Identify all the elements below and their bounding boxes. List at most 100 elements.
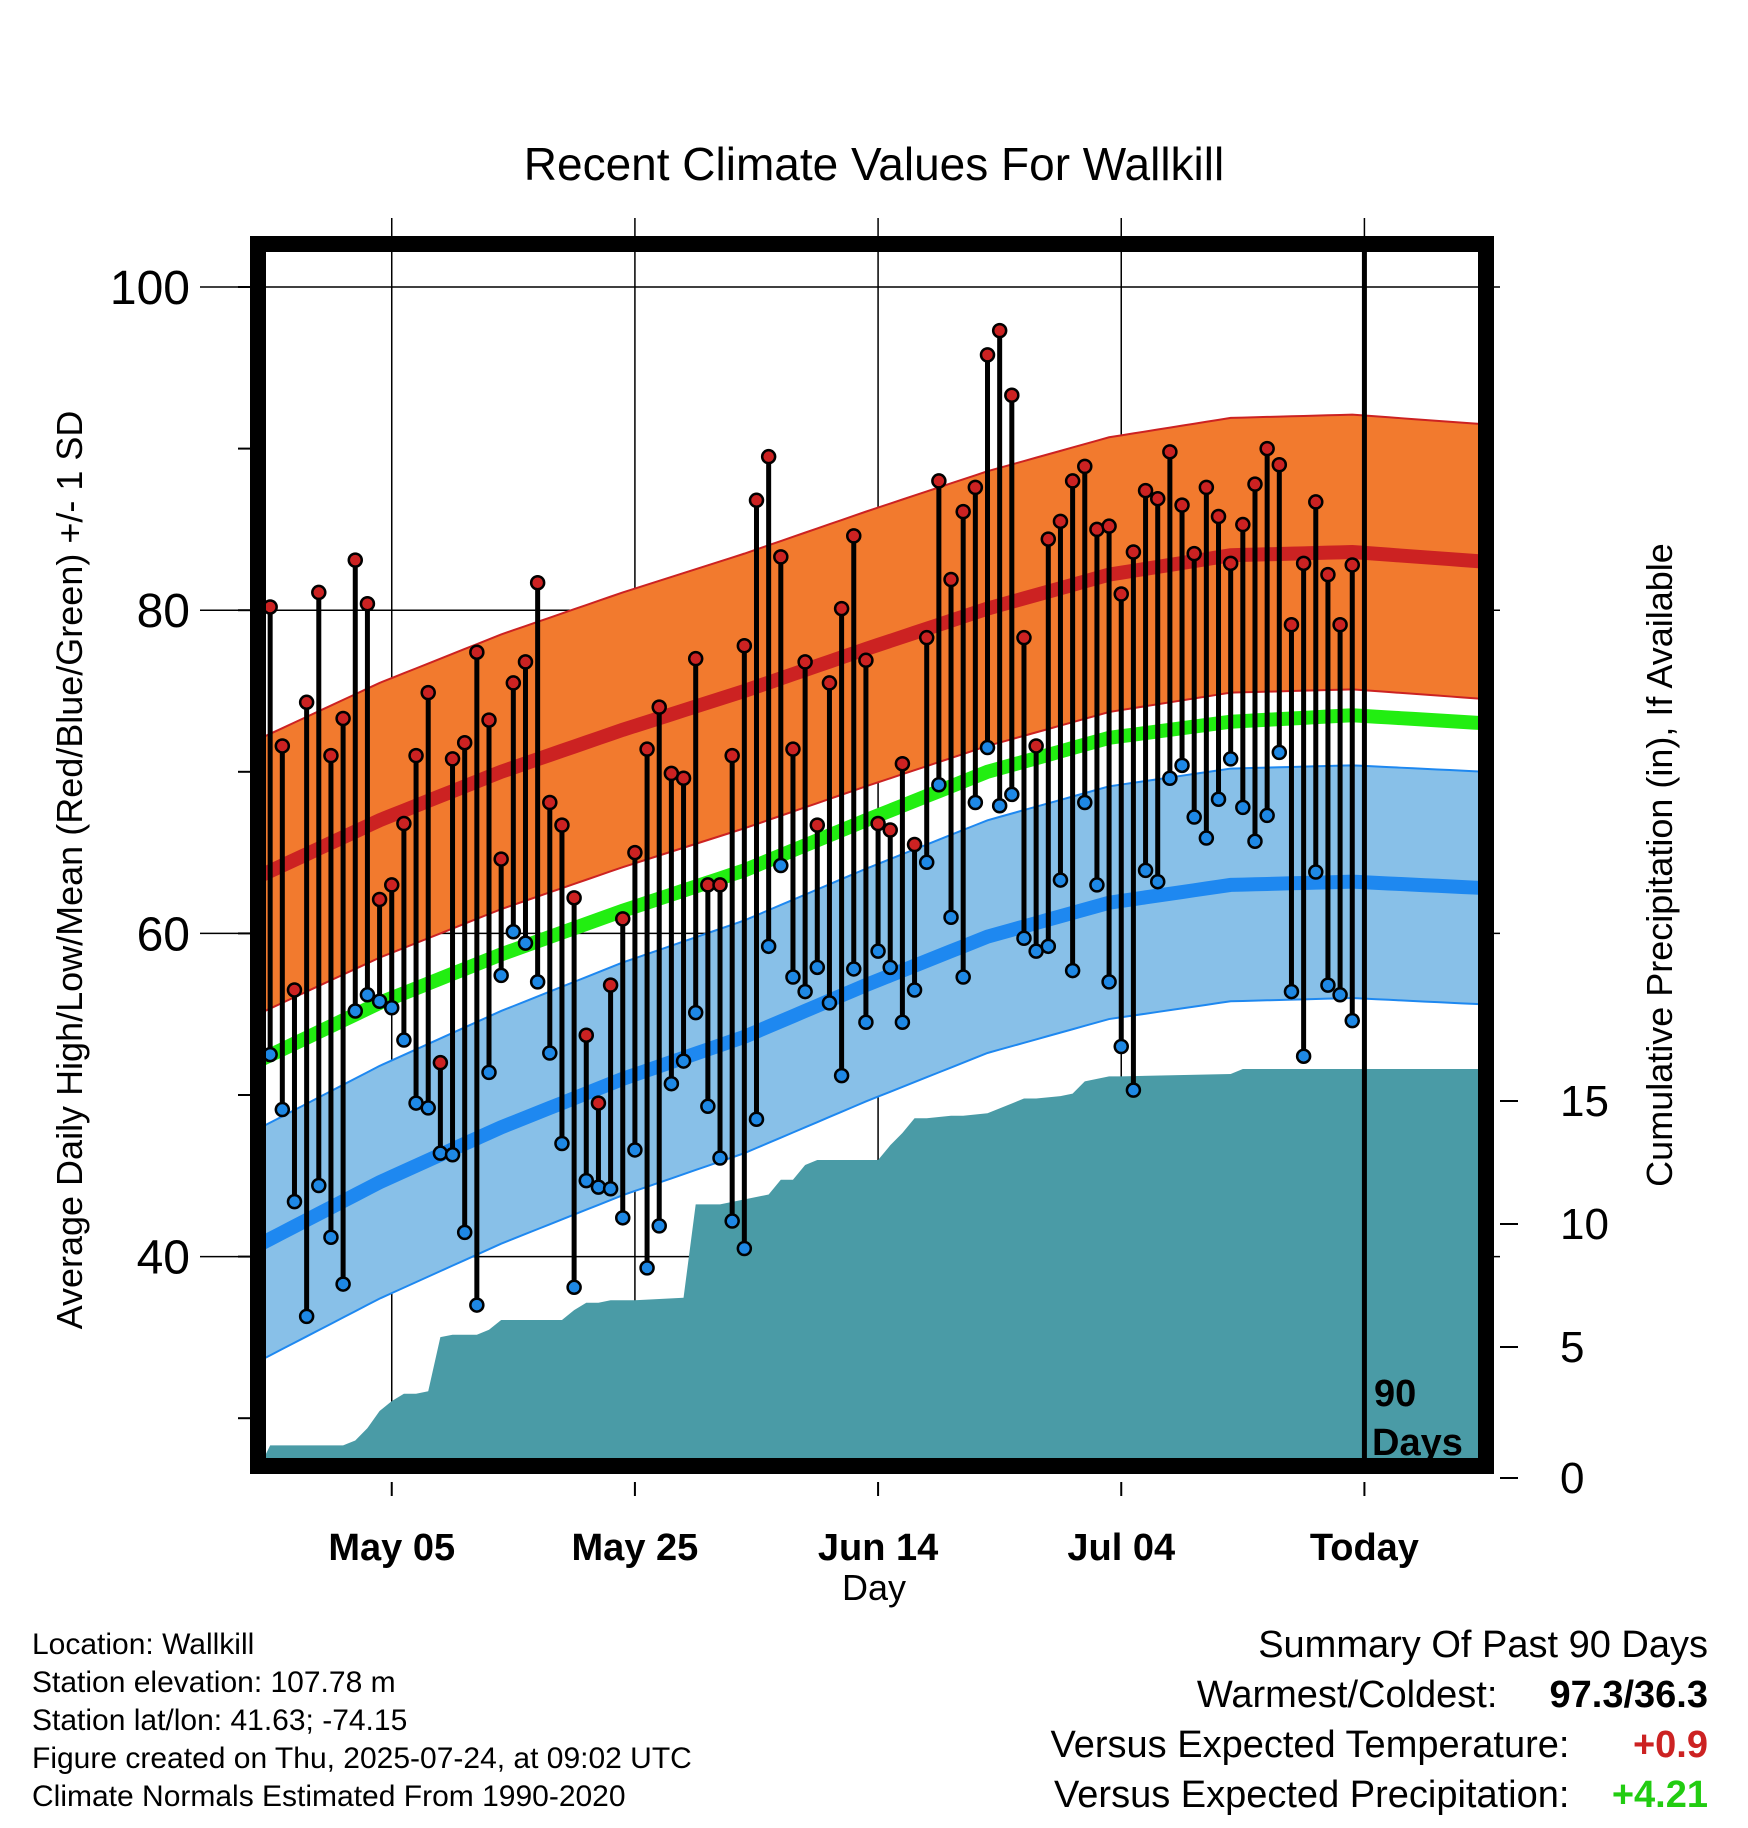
high-point [870, 815, 886, 832]
y-tick-label: 60 [137, 908, 190, 961]
low-point [979, 739, 996, 756]
high-point [748, 492, 765, 509]
low-point [748, 1111, 765, 1127]
high-point [396, 815, 412, 832]
high-point [542, 794, 558, 811]
precipitation-area [258, 1069, 1486, 1470]
low-point [517, 935, 534, 951]
low-point [542, 1045, 558, 1061]
high-point [1137, 482, 1154, 499]
low-point [700, 1098, 716, 1115]
low-point [1259, 807, 1275, 824]
low-point [1295, 1048, 1312, 1064]
low-point [1064, 962, 1081, 979]
high-point [505, 675, 522, 691]
low-point [286, 1193, 303, 1210]
chart: Recent Climate Values For Wallkill 10080… [49, 138, 1680, 1608]
low-point [1186, 809, 1202, 825]
low-point [1271, 744, 1288, 761]
low-point [456, 1224, 473, 1241]
high-point [1016, 629, 1032, 646]
y2-tick-label: 15 [1560, 1077, 1609, 1126]
low-point [833, 1067, 850, 1084]
low-point [615, 1210, 631, 1226]
high-point [639, 741, 655, 757]
left-axis-ticks: 100 80 60 40 [110, 262, 250, 1420]
high-point [1040, 531, 1057, 547]
high-point [1222, 555, 1239, 572]
temp-value: +0.9 [1632, 1724, 1708, 1766]
y2-tick-label: 10 [1560, 1200, 1609, 1249]
low-point [323, 1229, 339, 1245]
high-point [529, 574, 546, 591]
x-tick-label: Jun 14 [818, 1527, 938, 1569]
low-point [359, 987, 376, 1003]
high-point [566, 890, 582, 906]
low-point [1052, 872, 1069, 888]
high-point [298, 694, 315, 711]
high-point [274, 738, 291, 754]
high-point [1332, 616, 1348, 633]
station-info: Location: Wallkill Station elevation: 10… [32, 1626, 692, 1816]
low-point [311, 1177, 327, 1194]
high-point [408, 747, 424, 764]
high-point [1295, 555, 1312, 572]
low-point [347, 1003, 364, 1019]
low-point [1040, 938, 1057, 955]
high-point [311, 584, 327, 601]
high-point [1101, 518, 1117, 534]
high-point [687, 650, 704, 667]
x-axis-label: Day [842, 1567, 906, 1608]
high-point [286, 982, 303, 998]
low-point [894, 1014, 911, 1031]
low-point [1344, 1012, 1361, 1029]
low-point [858, 1014, 874, 1031]
high-point [955, 503, 971, 520]
low-point [955, 969, 971, 985]
high-point [991, 322, 1008, 339]
high-point [1162, 444, 1178, 460]
high-point [1198, 479, 1215, 496]
low-point [383, 999, 400, 1016]
low-point [335, 1276, 351, 1292]
low-point [639, 1260, 655, 1276]
high-point [1113, 586, 1129, 602]
high-point [554, 817, 570, 833]
low-point [481, 1064, 497, 1081]
low-point [943, 909, 959, 925]
warmest-coldest-value: 97.3/36.3 [1549, 1674, 1708, 1716]
low-point [602, 1180, 619, 1197]
low-point [1247, 833, 1263, 850]
low-point [420, 1100, 436, 1116]
low-point [590, 1179, 607, 1195]
low-point [371, 993, 388, 1010]
y2-axis-label: Cumulative Precipitation (in), If Availa… [1639, 543, 1680, 1187]
low-point [1174, 757, 1190, 774]
low-point [505, 924, 522, 940]
precip-label: Versus Expected Precipitation: [1054, 1774, 1570, 1816]
high-point [724, 747, 740, 764]
high-point [469, 644, 485, 660]
high-point [675, 770, 692, 787]
plot-frame [250, 236, 1494, 1474]
low-point [809, 959, 826, 976]
low-point [882, 959, 898, 976]
high-point [602, 977, 619, 993]
high-point [444, 751, 461, 767]
high-point [1259, 440, 1275, 457]
low-point [274, 1101, 291, 1118]
low-point [1235, 799, 1251, 816]
low-point [1283, 983, 1300, 1000]
summary-precipitation: Versus Expected Precipitation: +4.21 [1051, 1770, 1708, 1820]
low-point [773, 857, 789, 874]
low-point [396, 1032, 412, 1048]
low-point [1113, 1038, 1129, 1055]
low-point [627, 1142, 643, 1158]
info-elevation: Station elevation: 107.78 m [32, 1666, 396, 1699]
high-point [773, 549, 789, 565]
low-point [1101, 974, 1117, 990]
high-point [846, 528, 862, 544]
low-point [821, 995, 838, 1011]
high-point [1077, 458, 1093, 475]
y-axis-label: Average Daily High/Low/Mean (Red/Blue/Gr… [49, 411, 90, 1330]
